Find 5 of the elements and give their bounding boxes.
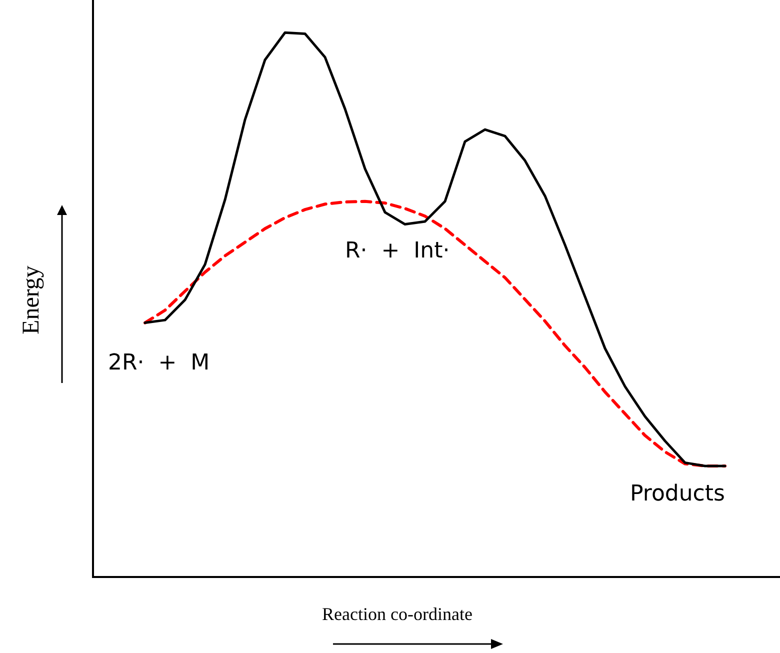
annotation: 2R· + M	[108, 350, 210, 376]
annotation: Products	[630, 482, 725, 506]
x-axis-title: Reaction co-ordinate	[322, 604, 472, 625]
y-axis-title: Energy	[18, 266, 46, 334]
annotation: R· + Int·	[345, 238, 450, 264]
